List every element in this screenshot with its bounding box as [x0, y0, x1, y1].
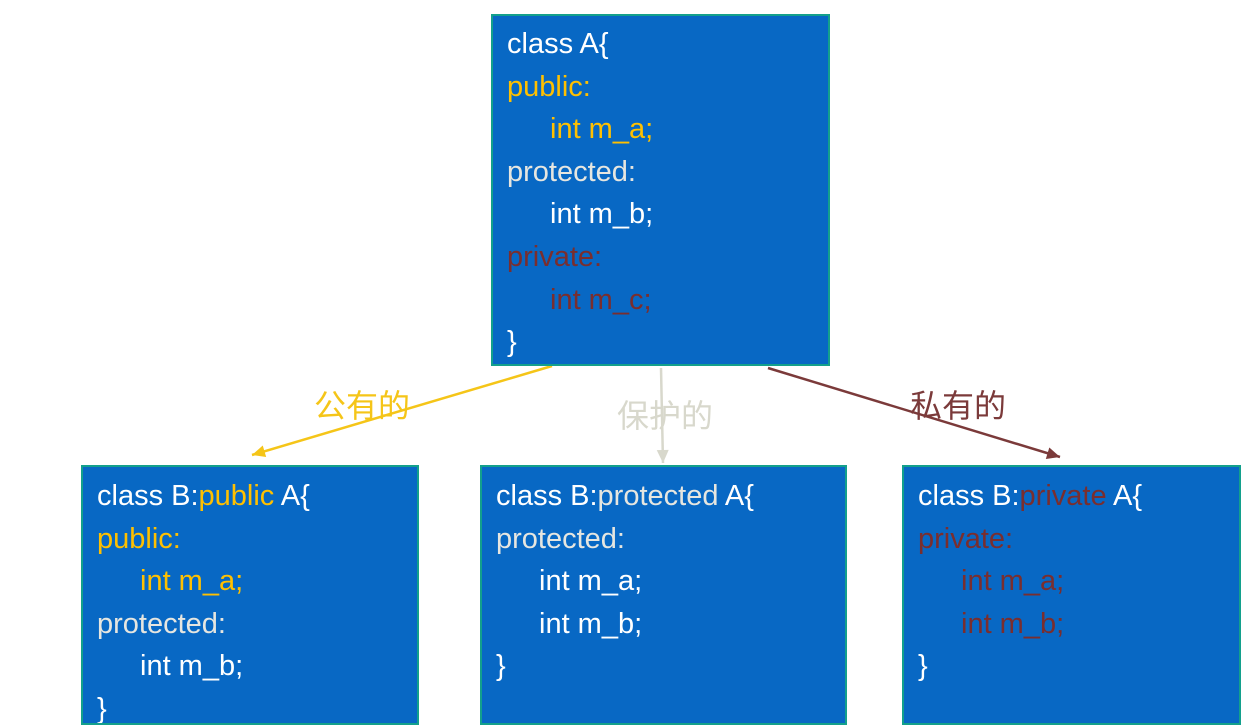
code-text: int m_a;	[961, 565, 1065, 598]
edge-label: 公有的	[313, 387, 411, 425]
code-line: protected:	[507, 154, 636, 190]
code-line: private:	[507, 239, 602, 275]
code-text: int m_b;	[961, 607, 1065, 640]
code-text: int m_a;	[550, 113, 654, 146]
code-text: A{	[274, 480, 310, 512]
class-box: class B:protected A{ protected: int m_a;in…	[480, 465, 847, 725]
code-text: protected:	[496, 522, 625, 555]
code-line: }	[496, 648, 506, 684]
code-text: public:	[97, 522, 181, 555]
arrow-head	[656, 449, 669, 463]
code-text: }	[507, 326, 517, 359]
code-line: class B:public A{	[97, 478, 310, 514]
arrows	[251, 364, 1061, 464]
edge-label: 保护的	[616, 397, 714, 435]
code-line: class A{	[507, 26, 609, 62]
code-line: int m_b;	[961, 606, 1064, 642]
class-box: class B:public A{ public: int m_a; protecte…	[81, 465, 419, 725]
edge-label: 私有的	[909, 387, 1007, 425]
code-text: class B:	[97, 480, 199, 512]
arrow-head	[252, 445, 267, 458]
code-line: }	[918, 648, 928, 684]
code-text: public	[198, 480, 275, 512]
code-text: protected:	[507, 155, 636, 188]
code-text: A{	[718, 480, 754, 512]
code-line: }	[97, 691, 107, 725]
code-line: private:	[918, 521, 1013, 557]
code-line: int m_a;	[140, 563, 243, 599]
code-line: public:	[507, 69, 591, 105]
class-box: class A{ public: int m_a; protected: int m_b…	[491, 14, 830, 366]
arrow	[659, 367, 665, 464]
code-text: A{	[1106, 480, 1143, 512]
code-line: int m_a;	[539, 563, 642, 599]
class-box: class B:private A{ private: int m_a;int m_…	[902, 465, 1241, 725]
code-text: protected	[597, 480, 719, 512]
code-text: class B:	[496, 480, 598, 512]
code-text: private:	[507, 241, 603, 273]
code-text: private:	[918, 522, 1014, 555]
code-text: int m_b;	[140, 650, 244, 683]
code-text: class A{	[507, 28, 609, 60]
code-text: int m_a;	[140, 565, 244, 598]
code-line: int m_a;	[550, 111, 653, 147]
code-text: int m_a;	[539, 565, 643, 598]
code-text: private	[1019, 480, 1107, 512]
code-text: protected:	[97, 607, 226, 640]
code-line: class B:protected A{	[496, 478, 754, 514]
code-text: }	[97, 693, 107, 725]
code-text: int m_b;	[550, 198, 654, 231]
code-line: int m_b;	[140, 648, 243, 684]
arrow	[251, 364, 553, 457]
code-text: class B:	[918, 480, 1020, 512]
code-text: }	[918, 650, 928, 683]
arrow-head	[1045, 447, 1060, 459]
code-line: int m_c;	[550, 282, 652, 318]
code-line: int m_b;	[539, 606, 642, 642]
page: (() => { const data = JSON.parse(documen…	[81, 14, 1241, 725]
code-line: public:	[97, 521, 181, 557]
code-line: int m_a;	[961, 563, 1064, 599]
code-line: class B:private A{	[918, 478, 1142, 514]
code-line: protected:	[496, 521, 625, 557]
code-text: int m_c;	[550, 283, 652, 316]
arrow	[767, 366, 1061, 459]
code-text: int m_b;	[539, 607, 643, 640]
code-line: int m_b;	[550, 196, 653, 232]
code-line: }	[507, 324, 517, 360]
code-line: protected:	[97, 606, 226, 642]
code-text: public:	[507, 70, 591, 103]
code-text: }	[496, 650, 506, 683]
